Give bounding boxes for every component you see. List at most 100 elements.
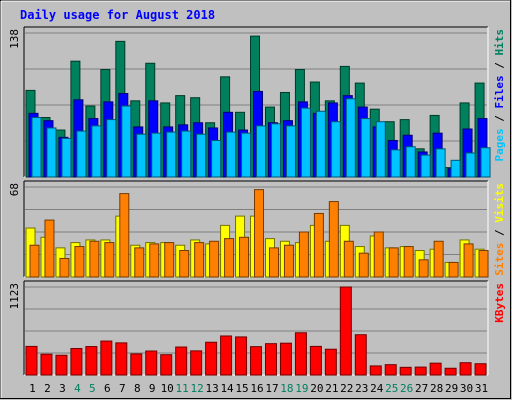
bar-pages-day-8: [137, 134, 146, 177]
bar-kbytes-day-6: [101, 341, 112, 375]
bar-sites-day-26: [404, 247, 413, 277]
legend-label-part: Pages: [493, 128, 506, 161]
bar-kbytes-day-11: [176, 347, 187, 375]
x-tick-label: 7: [119, 382, 126, 395]
bar-pages-day-12: [197, 134, 206, 177]
x-tick-label: 24: [370, 382, 384, 395]
bar-kbytes-day-9: [146, 351, 157, 375]
x-tick-label: 19: [295, 382, 308, 395]
bar-sites-day-16: [255, 190, 264, 277]
x-tick-label: 31: [475, 382, 488, 395]
x-tick-label: 29: [445, 382, 458, 395]
bar-sites-day-8: [135, 248, 144, 277]
bar-sites-day-6: [105, 243, 114, 277]
x-tick-label: 9: [149, 382, 156, 395]
bar-sites-day-28: [434, 241, 443, 277]
bar-pages-day-24: [376, 122, 385, 177]
bar-pages-day-27: [421, 155, 430, 177]
legend-label-middle: Sites / Visits: [493, 183, 506, 276]
bar-pages-day-20: [316, 111, 325, 177]
bar-kbytes-day-27: [415, 367, 426, 375]
legend-label-part: /: [493, 56, 506, 76]
x-tick-label: 30: [460, 382, 473, 395]
x-tick-label: 16: [250, 382, 263, 395]
bar-pages-day-2: [47, 128, 56, 177]
bar-sites-day-2: [45, 220, 54, 277]
x-tick-label: 14: [220, 382, 234, 395]
bar-pages-day-9: [152, 133, 161, 177]
bar-sites-day-22: [344, 241, 353, 277]
x-tick-label: 10: [161, 382, 174, 395]
bar-pages-day-4: [77, 131, 86, 177]
bar-sites-day-30: [464, 244, 473, 277]
bar-kbytes-day-30: [460, 363, 471, 375]
x-tick-label: 25: [385, 382, 398, 395]
x-tick-label: 17: [265, 382, 278, 395]
bar-pages-day-17: [271, 124, 280, 177]
bar-pages-day-16: [257, 126, 266, 177]
bar-kbytes-day-24: [370, 366, 381, 375]
x-tick-label: 3: [59, 382, 66, 395]
bar-sites-day-21: [329, 202, 338, 277]
legend-label-part: /: [493, 109, 506, 129]
bar-pages-day-21: [331, 122, 340, 177]
x-tick-label: 27: [415, 382, 428, 395]
bar-kbytes-day-22: [340, 287, 351, 375]
bar-kbytes-day-7: [116, 343, 127, 375]
bar-sites-day-3: [60, 258, 69, 277]
bar-pages-day-6: [107, 120, 116, 177]
y-max-label: 68: [8, 183, 21, 196]
bar-sites-day-5: [90, 241, 99, 277]
bar-kbytes-day-21: [325, 349, 336, 375]
bar-sites-day-1: [30, 245, 39, 277]
x-tick-label: 6: [104, 382, 111, 395]
legend-label-part: Visits: [493, 183, 506, 223]
x-tick-label: 21: [325, 382, 338, 395]
bar-kbytes-day-8: [131, 354, 142, 375]
bar-sites-day-18: [284, 245, 293, 277]
bar-kbytes-day-16: [251, 347, 262, 375]
bar-kbytes-day-28: [430, 363, 441, 375]
y-max-label: 138: [8, 29, 21, 49]
bar-sites-day-27: [419, 260, 428, 277]
bar-pages-day-22: [346, 99, 355, 177]
bar-pages-day-28: [436, 149, 445, 177]
bar-sites-day-31: [479, 251, 488, 277]
bar-pages-day-13: [212, 140, 221, 177]
bar-sites-day-10: [165, 243, 174, 277]
bar-sites-day-25: [389, 248, 398, 277]
bar-kbytes-day-25: [385, 365, 396, 375]
x-tick-label: 18: [280, 382, 293, 395]
bar-pages-day-14: [227, 132, 236, 177]
bar-kbytes-day-31: [475, 364, 486, 375]
legend-label-bottom: KBytes: [493, 283, 506, 323]
bar-sites-day-12: [195, 243, 204, 277]
bar-sites-day-4: [75, 247, 84, 277]
x-tick-label: 4: [74, 382, 81, 395]
bar-sites-day-14: [225, 239, 234, 277]
bar-kbytes-day-13: [206, 342, 217, 375]
legend-label-part: Files: [493, 75, 506, 108]
bar-kbytes-day-10: [161, 355, 172, 375]
x-tick-label: 28: [430, 382, 443, 395]
bar-pages-day-19: [301, 108, 310, 177]
bar-pages-day-5: [92, 126, 101, 177]
bar-sites-day-13: [210, 241, 219, 277]
bar-pages-day-31: [481, 148, 490, 177]
x-tick-label: 5: [89, 382, 96, 395]
bar-pages-day-3: [62, 138, 71, 177]
bar-kbytes-day-26: [400, 367, 411, 375]
legend-label-part: /: [493, 223, 506, 243]
bar-kbytes-day-23: [355, 335, 366, 375]
x-tick-label: 11: [176, 382, 189, 395]
bar-pages-day-1: [32, 118, 41, 177]
bar-kbytes-day-3: [56, 355, 67, 375]
bar-sites-day-29: [449, 262, 458, 277]
bar-pages-day-23: [361, 119, 370, 177]
bar-sites-day-9: [150, 244, 159, 277]
bar-pages-day-30: [466, 153, 475, 177]
bar-kbytes-day-1: [26, 346, 37, 375]
bar-pages-day-29: [451, 160, 460, 177]
x-tick-label: 12: [191, 382, 204, 395]
